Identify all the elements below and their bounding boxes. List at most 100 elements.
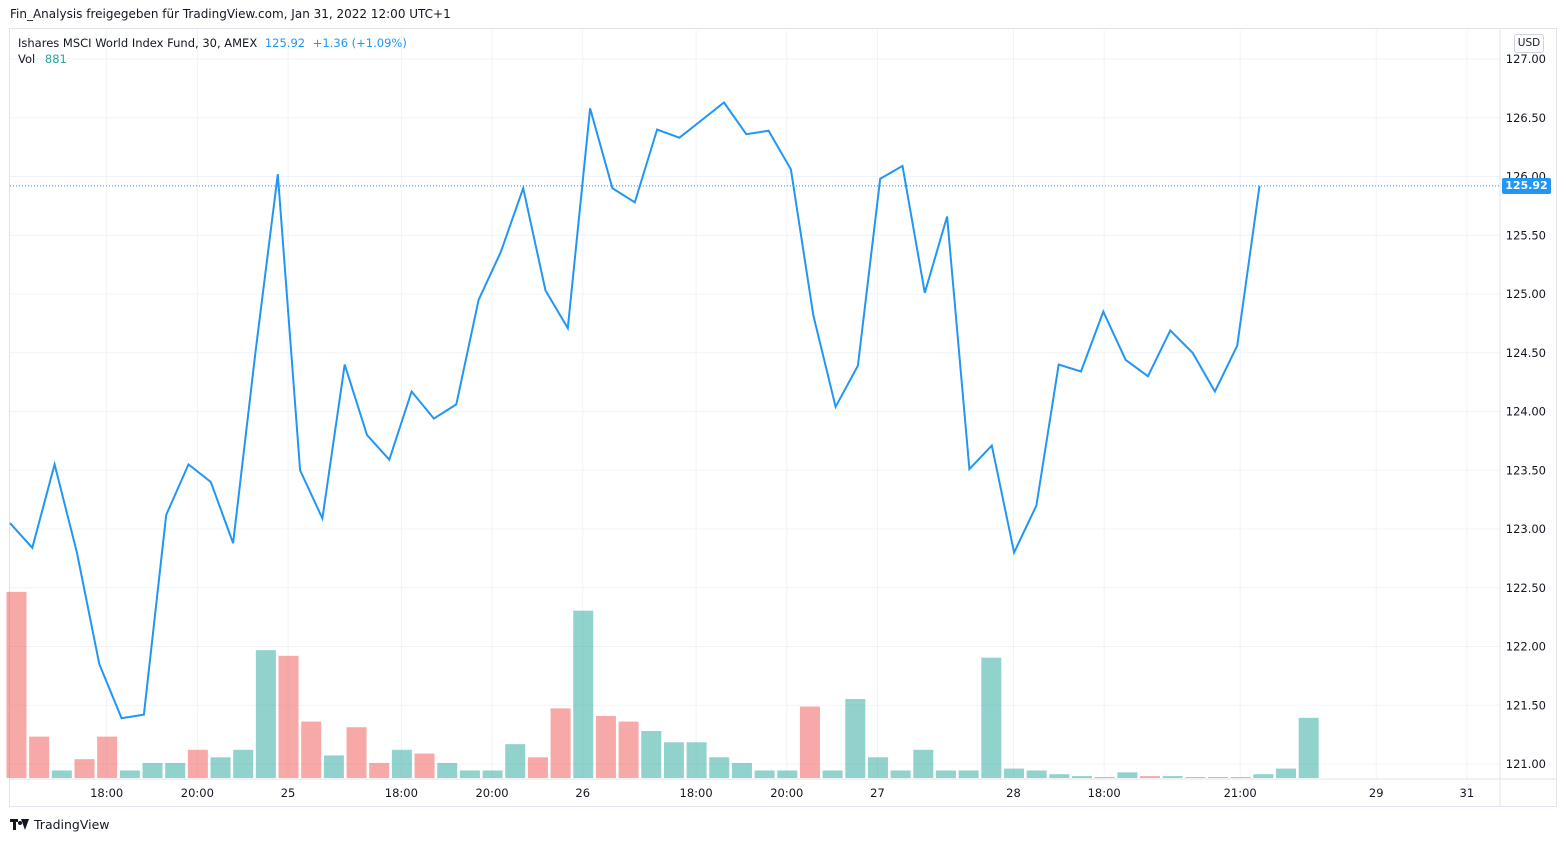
last-price-tag: 125.92 [1502,178,1551,194]
volume-bar [323,755,344,778]
y-tick-label: 121.50 [1506,698,1546,712]
volume-bar [1253,774,1274,778]
volume-bar [845,699,866,778]
volume-bar [1140,776,1160,778]
volume-bar [1117,772,1138,778]
volume-bar [1208,777,1229,778]
y-tick-label: 123.00 [1506,522,1546,536]
chart-frame [9,28,1557,807]
currency-button[interactable]: USD [1514,34,1544,53]
y-tick-label: 127.00 [1506,52,1546,66]
volume-bar [233,749,254,778]
volume-bar [165,762,186,778]
price-change: +1.36 (+1.09%) [312,36,407,50]
volume-bar [346,727,367,778]
volume-bar [301,721,322,778]
volume-bar [1230,777,1251,778]
volume-bar [1049,774,1070,778]
volume-bar [51,770,72,778]
y-tick-label: 125.50 [1506,228,1546,242]
volume-bar [29,736,50,778]
tradingview-logo[interactable]: TradingView [10,817,110,832]
volume-bar [505,744,526,778]
symbol-title[interactable]: Ishares MSCI World Index Fund, 30, AMEX [18,36,258,50]
volume-bar [981,657,1002,778]
volume-bar [550,708,571,778]
price-line [9,101,1261,720]
volume-bar [1162,776,1183,778]
y-tick-label: 123.50 [1506,463,1546,477]
volume-bar [754,770,775,778]
x-tick-label: 20:00 [181,786,214,800]
volume-bar [278,655,299,778]
y-tick-label: 124.50 [1506,346,1546,360]
volume-bar [369,762,390,778]
volume-bar [255,650,276,778]
volume-bar [1094,777,1115,778]
volume-bar [822,770,843,778]
x-tick-label: 18:00 [385,786,418,800]
volume-bar [74,759,95,778]
x-tick-label: 18:00 [680,786,713,800]
tradingview-brand: TradingView [34,817,110,832]
volume-bar [573,610,594,778]
volume-bar [482,770,503,778]
y-tick-label: 126.50 [1506,111,1546,125]
volume-bar [6,591,27,778]
volume-bar [527,757,548,778]
volume-bar [1003,768,1024,778]
volume-bar [119,770,140,778]
volume-bar [1276,768,1297,778]
legend-volume-row: Vol 881 [18,51,407,67]
volume-bar [1185,777,1206,778]
volume-bar [437,762,458,778]
x-tick-label: 20:00 [475,786,508,800]
volume-bar [142,762,163,778]
x-tick-label: 21:00 [1224,786,1257,800]
volume-bar [958,770,979,778]
volume-bar [187,749,208,778]
volume-bar [935,770,956,778]
x-tick-label: 26 [575,786,590,800]
volume-bar [731,762,752,778]
volume-bar [1298,717,1319,778]
x-tick-label: 20:00 [770,786,803,800]
volume-bar [414,753,435,778]
volume-bar [210,757,231,778]
x-tick-label: 18:00 [90,786,123,800]
x-tick-label: 31 [1460,786,1475,800]
volume-bar [595,715,616,778]
legend-symbol-row: Ishares MSCI World Index Fund, 30, AMEX … [18,35,407,51]
x-tick-label: 25 [281,786,296,800]
volume-bar [867,757,888,778]
y-tick-label: 122.50 [1506,581,1546,595]
volume-bar [391,749,412,778]
volume-bar [686,742,707,778]
chart-legend: Ishares MSCI World Index Fund, 30, AMEX … [18,35,407,67]
volume-value: 881 [44,52,67,66]
y-tick-label: 125.00 [1506,287,1546,301]
volume-bar [459,770,480,778]
volume-bar [1071,776,1092,778]
x-tick-label: 28 [1006,786,1021,800]
y-tick-label: 121.00 [1506,757,1546,771]
x-tick-label: 18:00 [1088,786,1121,800]
volume-bar [709,757,730,778]
publisher-header: Fin_Analysis freigegeben für TradingView… [10,7,451,21]
volume-bar [1026,770,1047,778]
x-tick-label: 27 [870,786,885,800]
volume-bar [618,721,639,778]
volume-bar [641,731,662,778]
volume-label[interactable]: Vol [18,52,36,66]
volume-bar [97,736,118,778]
y-tick-label: 122.00 [1506,640,1546,654]
volume-bar [799,706,820,778]
x-tick-label: 29 [1369,786,1384,800]
last-price-value: 125.92 [264,36,306,50]
volume-bar [913,749,934,778]
y-tick-label: 124.00 [1506,405,1546,419]
tradingview-icon [10,818,30,831]
volume-bar [663,742,684,778]
volume-bar [890,770,911,778]
